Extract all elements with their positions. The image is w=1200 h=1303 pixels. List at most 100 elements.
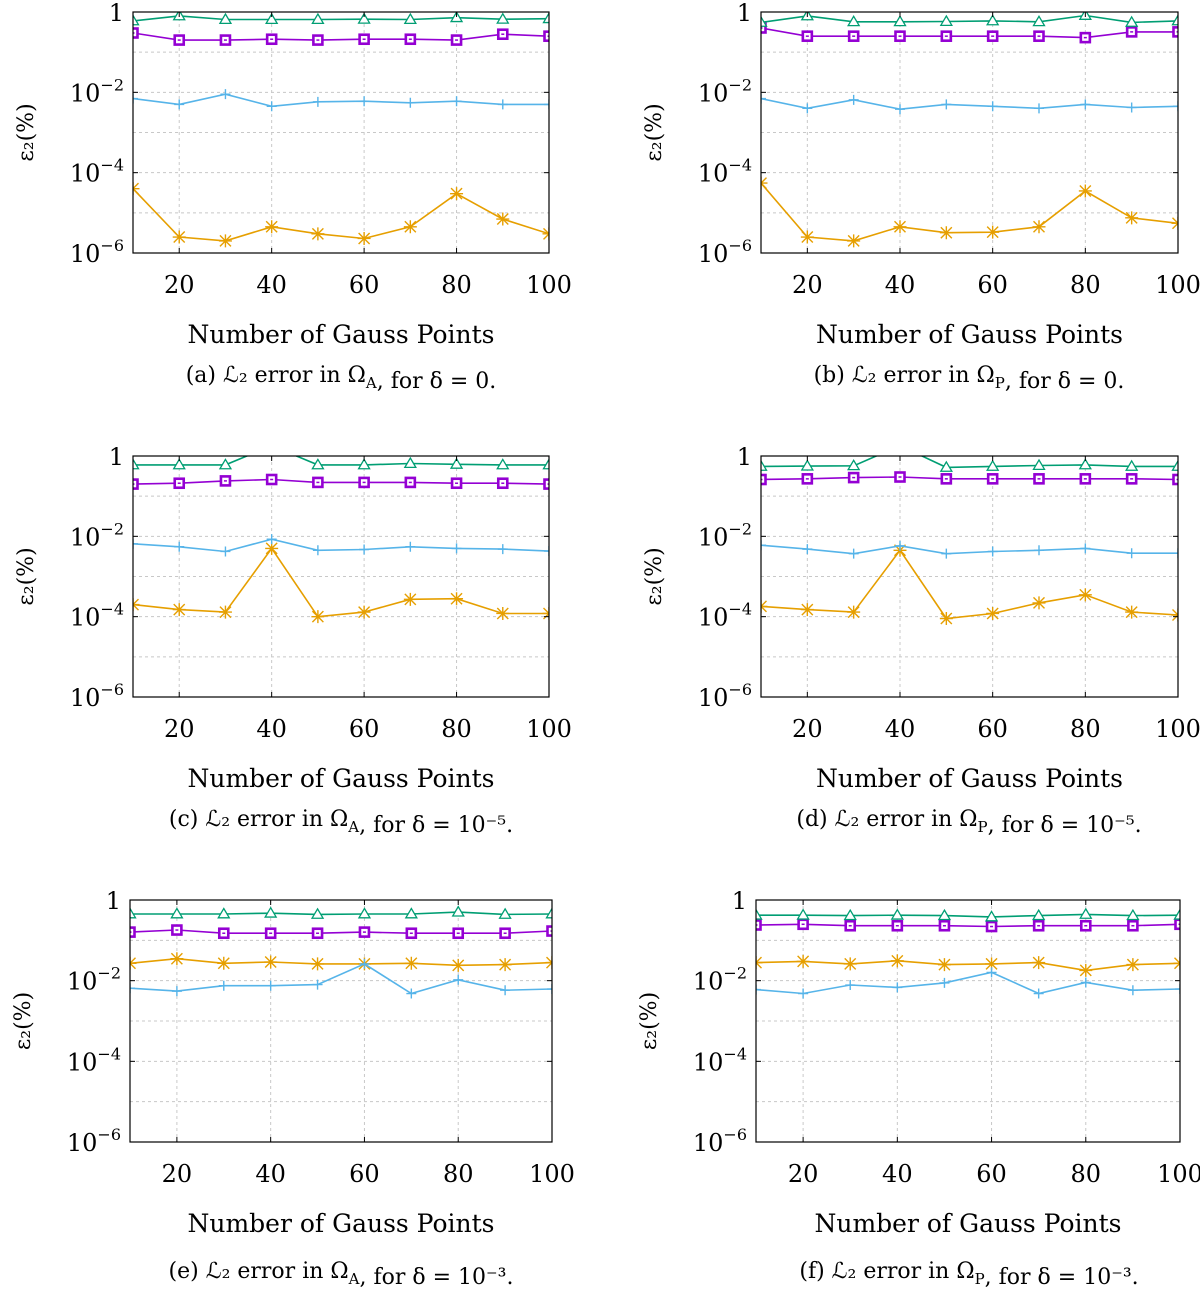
series-group <box>761 456 1178 626</box>
series-line-plus <box>133 538 549 553</box>
grid <box>133 12 549 253</box>
data-point-triangle <box>796 908 810 920</box>
data-point-cross <box>218 234 232 248</box>
data-point-cross <box>172 603 186 617</box>
y-axis-label: ε₂(%) <box>14 547 39 605</box>
x-tick-label: 60 <box>349 1160 380 1188</box>
y-tick-label: 10−4 <box>698 600 752 632</box>
data-point-cross <box>985 957 999 971</box>
data-point-square <box>1172 26 1178 38</box>
series-line-plus <box>761 544 1178 555</box>
data-point-plus <box>802 544 813 555</box>
data-point-plus <box>756 984 761 995</box>
x-axis-label: Number of Gauss Points <box>816 764 1123 793</box>
series-group <box>130 905 552 999</box>
x-tick-label: 20 <box>164 271 195 299</box>
data-point-plus <box>500 985 511 996</box>
series-line-square <box>133 32 549 41</box>
data-point-cross <box>847 605 861 619</box>
axes-frame <box>129 899 553 1143</box>
data-point-cross <box>1126 958 1140 972</box>
series-line-square <box>761 27 1178 39</box>
data-point-triangle <box>265 12 279 25</box>
panel-caption: (b) ℒ₂ error in ΩP, for δ = 0. <box>814 363 1125 394</box>
data-point-cross <box>218 605 232 619</box>
panel-caption: (d) ℒ₂ error in ΩP, for δ = 10⁻⁵. <box>796 807 1141 838</box>
data-point-cross <box>403 592 417 606</box>
data-point-triangle <box>939 460 953 472</box>
y-tick-label: 10−4 <box>67 1044 121 1076</box>
series-line-cross <box>130 957 552 967</box>
data-point-plus <box>845 980 856 991</box>
data-point-cross <box>939 612 953 626</box>
data-point-triangle <box>403 456 417 469</box>
y-tick-label: 10−4 <box>698 156 752 188</box>
axes-frame <box>760 11 1179 254</box>
series-line-triangle <box>133 15 549 22</box>
x-tick-label: 40 <box>885 715 916 743</box>
data-point-plus <box>987 546 998 557</box>
data-point-plus <box>451 543 462 554</box>
x-tick-label: 80 <box>1071 1160 1102 1188</box>
data-point-plus <box>987 101 998 112</box>
data-point-plus <box>312 979 323 990</box>
x-axis-label: Number of Gauss Points <box>816 320 1123 349</box>
data-point-cross <box>1079 963 1093 977</box>
y-tick-label: 10−2 <box>67 964 121 996</box>
y-tick-label: 10−2 <box>698 519 752 551</box>
data-point-cross <box>404 956 418 970</box>
data-point-square <box>1174 918 1180 931</box>
data-point-cross <box>496 606 510 620</box>
data-point-triangle <box>310 907 325 919</box>
data-point-cross <box>311 610 325 624</box>
y-tick-label: 1 <box>109 0 124 27</box>
series-line-triangle <box>756 913 1180 918</box>
data-point-cross <box>986 606 1000 620</box>
data-point-plus <box>1175 984 1180 995</box>
data-point-plus <box>1126 102 1137 113</box>
x-axis-label: Number of Gauss Points <box>187 764 494 793</box>
grid <box>133 456 549 697</box>
y-tick-label: 10−6 <box>693 1125 747 1157</box>
panel-caption: (e) ℒ₂ error in ΩA, for δ = 10⁻³. <box>169 1259 514 1290</box>
data-point-cross <box>311 227 325 241</box>
y-tick-label: 10−6 <box>67 1125 121 1157</box>
y-tick-label: 1 <box>732 887 747 915</box>
data-point-plus <box>130 983 135 994</box>
data-point-plus <box>453 974 464 985</box>
data-point-square <box>761 22 767 34</box>
x-tick-label: 80 <box>441 715 472 743</box>
chart-panel-b: 20 40 60 80 100 1 10−2 10−4 10−6 Number of Gauss … <box>642 0 1200 394</box>
series-line-plus <box>130 962 552 995</box>
data-point-triangle <box>939 14 953 27</box>
data-point-plus <box>1034 103 1044 114</box>
x-tick-label: 100 <box>529 1160 575 1188</box>
data-point-plus <box>359 544 370 555</box>
data-point-plus <box>1173 548 1178 559</box>
data-point-cross <box>890 954 904 968</box>
x-tick-label: 100 <box>526 715 572 743</box>
data-point-plus <box>802 103 813 114</box>
data-point-plus <box>1126 548 1137 559</box>
x-tick-label: 80 <box>441 271 472 299</box>
y-tick-label: 10−4 <box>70 156 124 188</box>
data-point-triangle <box>1171 14 1178 26</box>
data-point-plus <box>1127 985 1138 996</box>
x-tick-label: 20 <box>792 715 823 743</box>
data-point-triangle <box>451 905 465 917</box>
y-axis-label: ε₂(%) <box>11 992 36 1050</box>
y-tick-label: 10−4 <box>693 1044 747 1076</box>
data-point-triangle <box>1078 458 1092 470</box>
data-point-triangle <box>266 440 277 449</box>
series-line-triangle <box>133 456 549 466</box>
data-point-triangle <box>761 15 768 27</box>
data-point-square <box>133 478 139 490</box>
x-tick-label: 60 <box>977 715 1008 743</box>
data-point-plus <box>892 982 903 993</box>
data-point-triangle <box>1032 908 1046 921</box>
y-tick-label: 1 <box>737 443 752 471</box>
data-point-cross <box>496 212 510 226</box>
data-point-plus <box>266 101 277 112</box>
data-point-plus <box>761 93 766 104</box>
data-point-cross <box>893 220 907 234</box>
